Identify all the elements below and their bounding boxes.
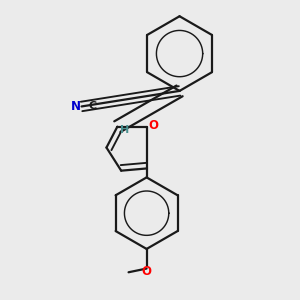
Text: C: C [88,101,97,112]
Text: O: O [148,118,158,132]
Text: O: O [142,265,152,278]
Text: H: H [121,125,130,135]
Text: N: N [71,100,81,113]
